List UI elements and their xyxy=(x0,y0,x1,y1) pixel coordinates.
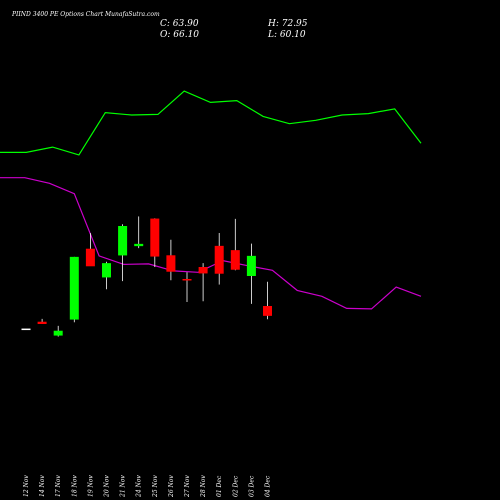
x-tick-label: 19 Nov xyxy=(87,475,94,497)
candle-25-nov xyxy=(150,218,160,267)
candle-body xyxy=(53,330,63,336)
candle-12-nov xyxy=(21,328,31,331)
candle-body xyxy=(102,263,111,278)
candle-21-nov xyxy=(118,224,128,282)
candle-body xyxy=(37,321,47,324)
x-tick-label: 25 Nov xyxy=(152,475,159,498)
x-tick-label: 28 Nov xyxy=(200,475,207,498)
x-tick-label: 18 Nov xyxy=(71,475,78,497)
indicator-lines xyxy=(0,90,422,310)
x-tick-label: 12 Nov xyxy=(23,475,30,497)
candle-18-nov xyxy=(69,256,79,323)
candle-17-nov xyxy=(53,325,63,337)
x-tick-label: 04 Dec xyxy=(265,475,272,497)
candle-24-nov xyxy=(134,216,144,249)
candle-body xyxy=(69,256,79,320)
candle-body xyxy=(118,226,128,256)
candle-body xyxy=(263,306,272,316)
low-value: L: 60.10 xyxy=(267,30,306,40)
chart-title: PIIND 3400 PE Options Chart MunafaSutra.… xyxy=(11,11,160,18)
candle-26-nov xyxy=(166,239,176,281)
close-value: C: 63.90 xyxy=(160,19,199,29)
candles-group xyxy=(21,216,272,337)
x-tick-label: 14 Nov xyxy=(39,475,46,497)
x-axis-labels: 12 Nov 14 Nov 17 Nov 18 Nov 19 Nov 20 Nov 21 N… xyxy=(23,475,272,498)
x-tick-label: 24 Nov xyxy=(136,475,143,498)
x-tick-label: 02 Dec xyxy=(232,475,239,497)
candle-body xyxy=(230,250,240,270)
candle-body xyxy=(246,255,256,276)
candle-body xyxy=(166,255,176,272)
x-tick-label: 26 Nov xyxy=(168,475,175,498)
candle-body xyxy=(21,328,31,331)
open-value: O: 66.10 xyxy=(160,30,199,40)
candle-body xyxy=(150,218,160,257)
candle-20-nov xyxy=(102,261,111,290)
x-tick-label: 20 Nov xyxy=(104,475,111,498)
candle-28-nov xyxy=(198,263,208,302)
candle-body xyxy=(134,243,144,247)
x-tick-label: 17 Nov xyxy=(55,475,62,497)
upper-band-line xyxy=(0,90,422,156)
candle-04-dec xyxy=(263,281,272,320)
candle-14-nov xyxy=(37,318,47,324)
lower-band-line xyxy=(0,177,422,310)
x-tick-label: 01 Dec xyxy=(216,475,223,497)
high-value: H: 72.95 xyxy=(267,19,308,29)
x-tick-label: 03 Dec xyxy=(248,475,255,497)
candle-03-dec xyxy=(246,243,256,304)
candle-body xyxy=(182,279,192,281)
candle-02-dec xyxy=(230,218,240,271)
candle-27-nov xyxy=(182,272,192,302)
x-tick-label: 27 Nov xyxy=(184,475,191,498)
candle-body xyxy=(214,245,224,274)
x-tick-label: 21 Nov xyxy=(120,475,127,498)
candle-01-dec xyxy=(214,233,224,285)
candle-19-nov xyxy=(85,233,95,267)
candle-body xyxy=(85,248,95,267)
candle-body xyxy=(198,267,208,274)
